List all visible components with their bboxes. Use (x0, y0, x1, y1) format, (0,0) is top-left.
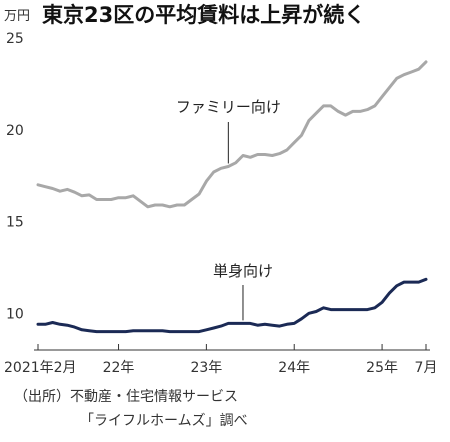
x-tick-label-3: 24年 (278, 360, 310, 376)
x-tick-label-4: 25年 (366, 360, 398, 376)
x-tick-label-0: 2021年2月 (4, 360, 77, 376)
series-label-1: 単身向け (213, 262, 273, 280)
source-line-2: 「ライフルホームズ」調べ (80, 413, 248, 429)
y-tick-label-2: 20 (6, 123, 24, 139)
unit-label: 万円 (4, 9, 30, 24)
series-lines (36, 60, 428, 334)
x-tick-label-2: 23年 (190, 360, 222, 376)
x-tick-label-1: 22年 (103, 360, 135, 376)
x-axis: 2021年2月 22年 23年 24年 25年 7月 (4, 344, 437, 376)
y-tick-label-1: 15 (6, 215, 24, 231)
y-axis-ticks: 10 15 20 25 (6, 31, 24, 322)
y-tick-label-3: 25 (6, 31, 24, 47)
series-label-0: ファミリー向け (176, 98, 281, 116)
series-line-1 (36, 277, 428, 334)
series-line-0 (36, 60, 428, 209)
x-tick-label-5: 7月 (415, 360, 438, 376)
chart-title: 東京23区の平均賃料は上昇が続く (42, 3, 365, 27)
source-line-1: （出所）不動産・住宅情報サービス (14, 389, 238, 405)
y-tick-label-0: 10 (6, 306, 24, 322)
